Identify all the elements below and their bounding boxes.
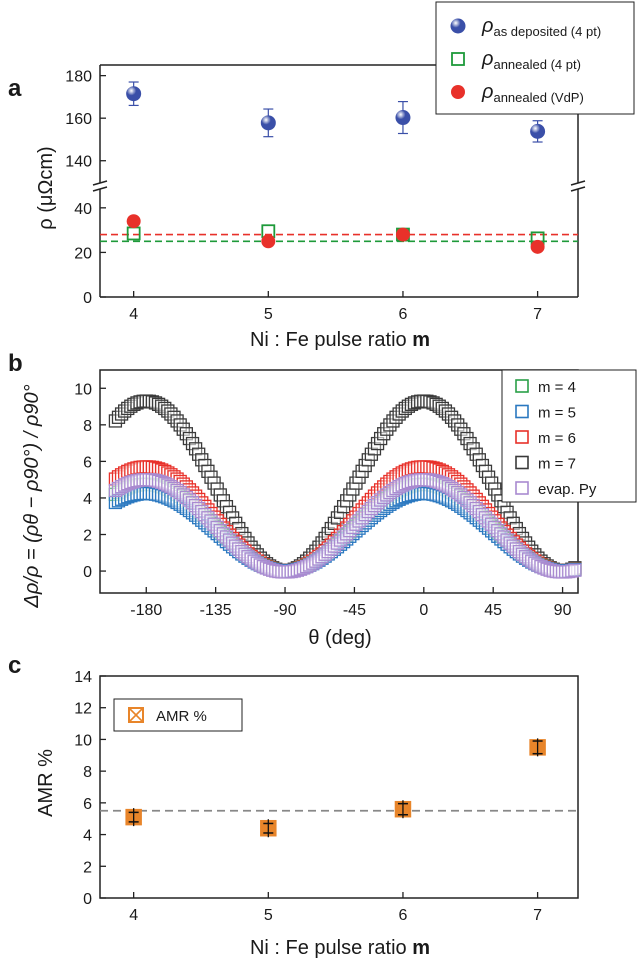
panel-c-point	[394, 800, 412, 819]
panel-a-plot: 4 5 6 7 0 20 40 140 160 180 ρas deposited (4 pt) ρa…	[65, 1, 635, 323]
panel-b-xlabel: θ (deg)	[308, 627, 371, 649]
panel-a-legend-marker	[450, 18, 466, 34]
panel-c-xtick-label: 4	[129, 907, 138, 924]
panel-a-axis-break-mark	[570, 180, 586, 186]
panel-c-label: c	[8, 652, 21, 679]
panel-c-xlabel: Ni : Fe pulse ratio m	[250, 937, 430, 959]
panel-a-point-annealed-vdp	[126, 214, 141, 229]
panel-b-legend-label: m = 6	[538, 430, 576, 447]
panel-a-axis-break-mark	[570, 186, 586, 192]
panel-a-point-as-deposited	[126, 86, 142, 102]
panel-a-ytick-label: 0	[83, 290, 92, 307]
panel-b-xtick-label: -180	[130, 602, 162, 619]
panel-b-ytick-label: 10	[74, 381, 92, 398]
panel-a-point-annealed-vdp	[530, 239, 545, 254]
panel-a-axis-break-mark	[92, 186, 108, 192]
panel-b-legend-marker	[515, 404, 529, 419]
panel-b-legend-label: m = 4	[538, 379, 576, 396]
panel-a-ytick-label: 160	[65, 111, 92, 128]
panel-a-axis-break-mark	[92, 180, 108, 186]
panel-b-xtick-label: -90	[273, 602, 296, 619]
panel-b-plot: -180 -135 -90 -45 0 45 90 0 2 4 6 8 10 m = 4 m = 5 m = …	[74, 369, 637, 619]
panel-b-legend-label: m = 7	[538, 456, 576, 473]
panel-a-legend-box	[435, 1, 635, 115]
panel-a-xtick-label: 6	[399, 306, 408, 323]
panel-a-xtick-label: 4	[129, 306, 138, 323]
panel-b-xtick-label: -135	[200, 602, 232, 619]
panel-a-legend-entry: ρannealed (4 pt)	[481, 48, 581, 72]
panel-b: b -180 -135 -90 -45 0 45 90 0 2 4 6 8 10 m = 4 m = 5 m …	[8, 350, 637, 649]
panel-a-ytick-label: 140	[65, 154, 92, 171]
panel-c-ytick-label: 12	[74, 701, 92, 718]
panel-a-legend-marker	[451, 52, 465, 66]
panel-c-frame	[99, 675, 579, 899]
panel-c-ytick-label: 14	[74, 669, 92, 686]
panel-b-legend-label: evap. Py	[538, 481, 597, 498]
panel-b-xtick-label: 45	[484, 602, 502, 619]
panel-c-ylabel: AMR %	[35, 749, 57, 817]
panel-a-legend-entry: ρannealed (VdP)	[481, 81, 584, 105]
panel-a-ylabel: ρ (μΩcm)	[35, 146, 57, 229]
panel-c-legend-label: AMR %	[156, 708, 207, 725]
amr-marker-cross	[128, 707, 144, 723]
panel-b-ytick-label: 2	[83, 528, 92, 545]
panel-b-ytick-label: 4	[83, 491, 92, 508]
panel-b-xtick-label: 0	[419, 602, 428, 619]
panel-a-ytick-label: 20	[74, 245, 92, 262]
panel-a-point-annealed-vdp	[395, 227, 410, 242]
panel-a-ytick-label: 180	[65, 69, 92, 86]
panel-b-xtick-label: 90	[554, 602, 572, 619]
panel-a-legend-marker	[451, 85, 465, 99]
panel-a-xtick-label: 7	[533, 306, 542, 323]
panel-c-ytick-label: 0	[83, 891, 92, 908]
panel-b-legend-marker	[515, 430, 529, 444]
panel-c-ytick-label: 2	[83, 859, 92, 876]
panel-a-label: a	[8, 75, 22, 102]
panel-a: a 4 5 6 7 0 20 40 140 160 180 ρas deposited (4 pt)…	[8, 1, 635, 351]
panel-a-xtick-label: 5	[264, 306, 273, 323]
panel-b-ytick-label: 8	[83, 418, 92, 435]
panel-c-ytick-label: 10	[74, 732, 92, 749]
panel-c-ytick-label: 4	[83, 828, 92, 845]
panel-b-ytick-label: 6	[83, 454, 92, 471]
panel-c: c 4 5 6 7 0 2 4 6 8 10 12 14 AMR % Ni : Fe pulse rat…	[8, 652, 579, 959]
panel-a-point-annealed-4pt	[126, 226, 141, 241]
panel-a-point-annealed-vdp	[261, 234, 276, 249]
panel-c-xtick-label: 5	[264, 907, 273, 924]
panel-a-point-as-deposited	[530, 123, 546, 139]
panel-a-legend-entry: ρas deposited (4 pt)	[481, 15, 601, 39]
panel-c-xtick-label: 6	[399, 907, 408, 924]
panel-b-ylabel: Δρ/ρ = (ρθ − ρ90°) / ρ90°	[21, 384, 43, 608]
panel-b-ytick-label: 0	[83, 564, 92, 581]
panel-c-point	[125, 808, 142, 827]
panel-c-xtick-label: 7	[533, 907, 542, 924]
panel-b-legend-marker	[515, 455, 529, 470]
panel-a-ytick-label: 40	[74, 201, 92, 218]
panel-c-ytick-label: 6	[83, 796, 92, 813]
panel-c-point	[529, 738, 546, 757]
panel-b-label: b	[8, 350, 23, 377]
panel-b-legend-marker	[515, 379, 529, 393]
panel-b-legend-marker	[515, 481, 529, 495]
panel-b-xtick-label: -45	[343, 602, 366, 619]
panel-b-legend-label: m = 5	[538, 405, 576, 422]
panel-c-ytick-label: 8	[83, 764, 92, 781]
panel-a-point-as-deposited	[395, 110, 411, 126]
panel-c-legend-marker	[128, 707, 144, 723]
panel-c-point	[260, 819, 277, 838]
panel-a-point-as-deposited	[260, 115, 276, 131]
panel-b-series-evap-py	[108, 473, 582, 579]
panel-a-xlabel: Ni : Fe pulse ratio m	[250, 329, 430, 351]
panel-c-plot: 4 5 6 7 0 2 4 6 8 10 12 14 AMR %	[74, 669, 579, 924]
panel-b-point	[568, 563, 582, 577]
